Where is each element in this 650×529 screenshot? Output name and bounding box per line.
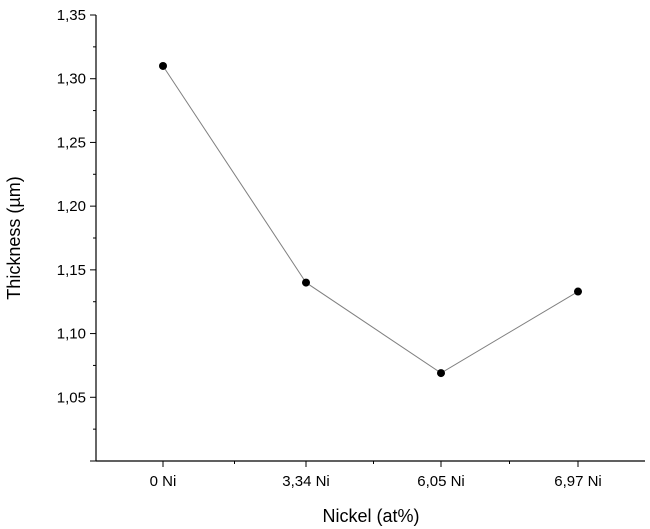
y-tick-label: 1,20 [57,198,86,215]
y-axis-ticks: 1,05 1,10 1,15 1,20 1,25 1,30 1,35 [57,7,96,462]
y-tick-label: 1,25 [57,134,86,151]
data-point [574,287,582,296]
y-tick-label: 1,35 [57,7,86,24]
data-point [437,369,445,378]
data-point [159,61,167,70]
x-axis-ticks: 0 Ni 3,34 Ni 6,05 Ni 6,97 Ni [150,461,602,490]
y-tick-label: 1,05 [57,389,86,406]
x-axis-title: Nickel (at%) [322,506,419,526]
x-tick-label: 6,97 Ni [554,473,602,490]
y-axis-title: Thickness (µm) [4,176,24,299]
x-tick-label: 0 Ni [150,473,177,490]
axes [95,15,645,462]
x-tick-label: 3,34 Ni [282,473,330,490]
y-tick-label: 1,10 [57,326,86,343]
data-point [302,278,310,287]
series-line [162,65,579,374]
y-tick-label: 1,15 [57,262,86,279]
x-tick-label: 6,05 Ni [417,473,465,490]
series [159,61,582,378]
y-tick-label: 1,30 [57,71,86,88]
